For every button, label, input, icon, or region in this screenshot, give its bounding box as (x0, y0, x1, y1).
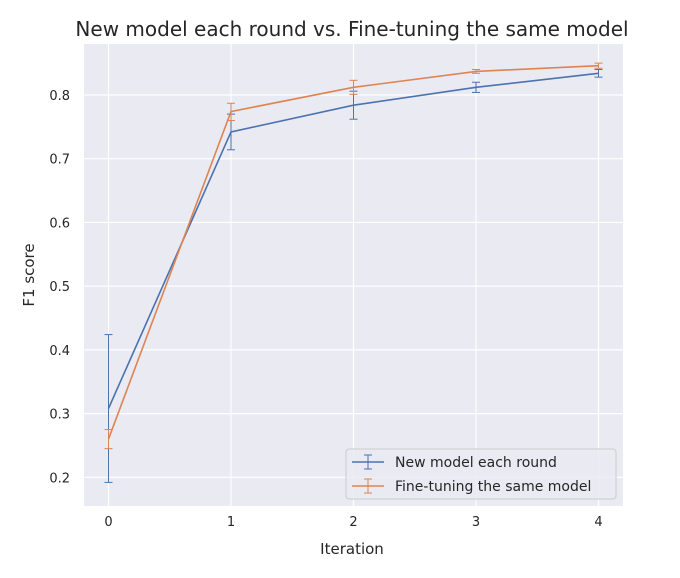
error-bar (104, 334, 113, 483)
x-tick-label: 0 (104, 515, 112, 530)
tick-labels: 0 1 2 3 4 0.2 0.3 0.4 0.5 0.6 0.7 0.8 (49, 89, 602, 530)
x-tick-label: 4 (594, 515, 602, 530)
error-bar (349, 79, 358, 95)
y-tick-label: 0.5 (49, 280, 70, 295)
legend-label: Fine-tuning the same model (395, 479, 591, 495)
y-tick-label: 0.3 (49, 408, 70, 423)
error-bar (472, 68, 480, 74)
legend-label: New model each round (395, 455, 557, 471)
series-1 (104, 62, 603, 450)
error-bar (104, 429, 113, 450)
x-tick-label: 3 (472, 515, 480, 530)
legend-entry: Fine-tuning the same model (352, 478, 591, 495)
grid (84, 44, 623, 506)
y-tick-label: 0.4 (49, 344, 70, 359)
y-axis-label: F1 score (20, 243, 38, 306)
x-tick-label: 2 (349, 515, 357, 530)
y-tick-label: 0.2 (49, 471, 70, 486)
legend: New model each round Fine-tuning the same… (345, 448, 617, 500)
series-layer (104, 62, 603, 483)
legend-box (345, 448, 617, 500)
error-bar (594, 68, 603, 78)
error-bar (472, 81, 480, 93)
y-tick-label: 0.8 (49, 89, 70, 104)
legend-entry: New model each round (352, 454, 557, 471)
x-tick-label: 1 (227, 515, 235, 530)
y-tick-label: 0.6 (49, 216, 70, 231)
error-bar (594, 62, 603, 69)
chart-title: New model each round vs. Fine-tuning the… (75, 17, 628, 41)
y-tick-label: 0.7 (49, 153, 70, 168)
error-bar (227, 102, 235, 121)
x-axis-label: Iteration (320, 540, 384, 558)
